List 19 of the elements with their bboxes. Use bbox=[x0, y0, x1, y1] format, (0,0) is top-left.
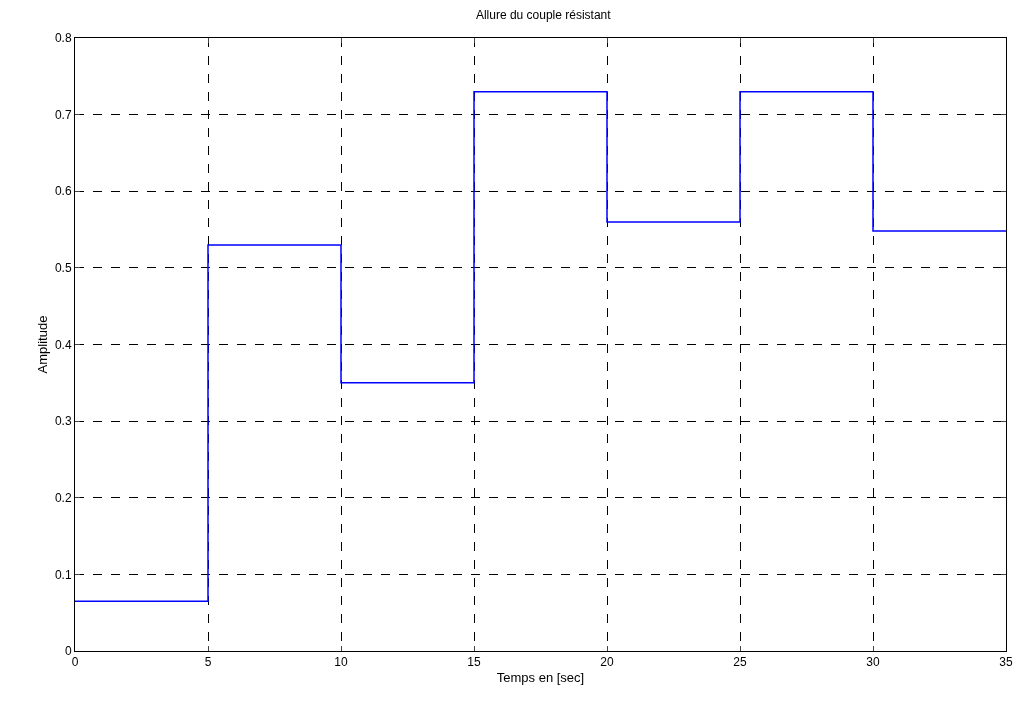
y-tick-label: 0.5 bbox=[54, 261, 72, 276]
y-tick-label: 0.2 bbox=[54, 490, 72, 505]
x-tick-label: 10 bbox=[334, 655, 348, 670]
x-tick-label: 5 bbox=[204, 655, 212, 670]
x-tick-label: 35 bbox=[999, 655, 1013, 670]
x-tick-label: 15 bbox=[467, 655, 481, 670]
x-tick-label: 30 bbox=[866, 655, 880, 670]
y-tick-label: 0.3 bbox=[54, 414, 72, 429]
x-axis-title: Temps en [sec] bbox=[496, 670, 585, 685]
x-tick-label: 25 bbox=[733, 655, 747, 670]
y-tick-label: 0.1 bbox=[54, 567, 72, 582]
y-tick-label: 0 bbox=[64, 644, 72, 659]
y-axis-title: Amplitude bbox=[34, 315, 50, 374]
chart-title: Allure du couple résistant bbox=[475, 7, 612, 22]
y-tick-label: 0.6 bbox=[54, 184, 72, 199]
y-tick-label: 0.4 bbox=[54, 337, 72, 352]
y-tick-label: 0.7 bbox=[54, 107, 72, 122]
x-tick-label: 20 bbox=[600, 655, 614, 670]
y-tick-label: 0.8 bbox=[54, 31, 72, 46]
